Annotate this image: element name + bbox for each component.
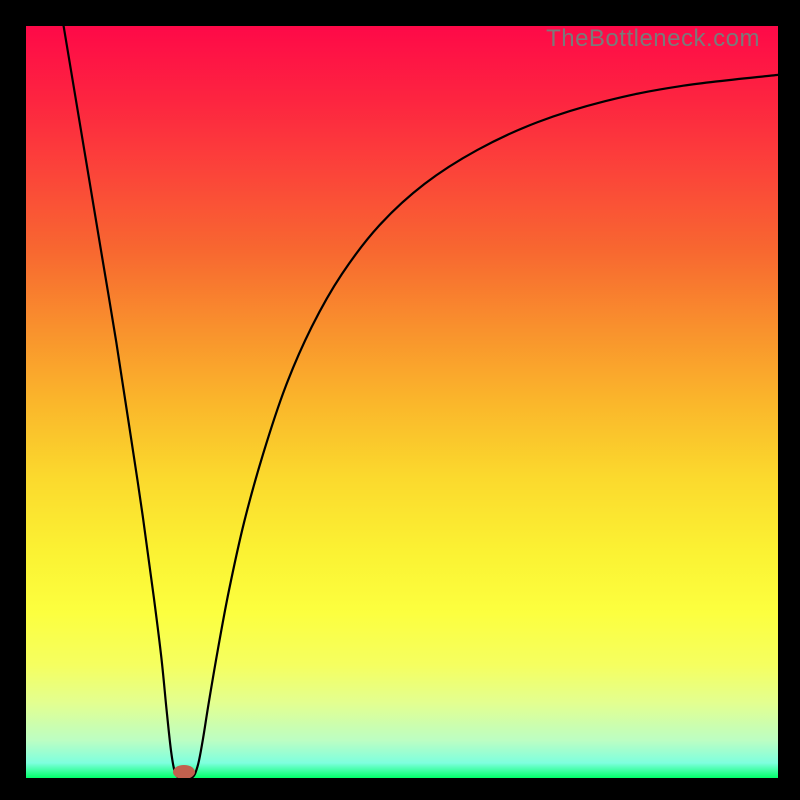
plot-area: TheBottleneck.com	[26, 26, 778, 778]
watermark-text: TheBottleneck.com	[546, 26, 760, 53]
figure-container: TheBottleneck.com	[0, 0, 800, 800]
bottleneck-curve-path	[64, 26, 778, 778]
optimum-marker	[173, 765, 195, 778]
bottleneck-curve	[26, 26, 778, 778]
